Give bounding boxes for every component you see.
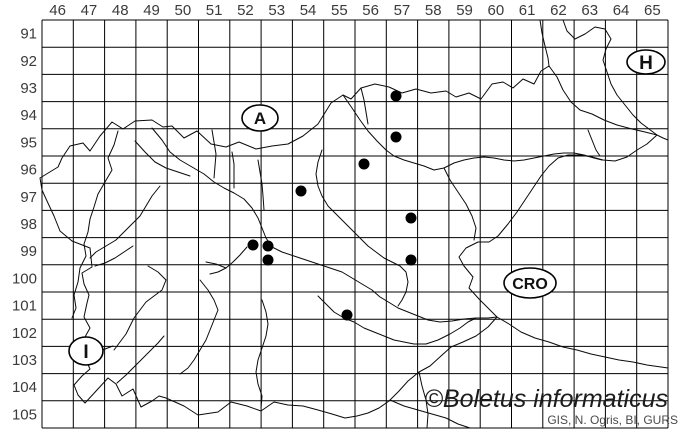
occurrence-dot-57-98[interactable]	[405, 212, 417, 224]
col-label-57: 57	[394, 2, 411, 19]
river-vipava	[94, 245, 134, 267]
river-ledava	[587, 129, 601, 157]
country-label-austria: A	[254, 109, 266, 128]
country-ellipse-italy	[68, 336, 104, 366]
col-label-59: 59	[456, 2, 473, 19]
map-artwork	[39, 19, 669, 429]
row-label-98: 98	[20, 216, 37, 233]
col-label-56: 56	[362, 2, 379, 19]
col-label-65: 65	[644, 2, 661, 19]
river-reka	[179, 279, 219, 375]
country-ellipse-croatia	[503, 267, 557, 299]
row-label-103: 103	[12, 352, 37, 369]
row-axis-labels: 91 92 93 94 95 96 97 98 99 100 101 102 103 104 105	[12, 26, 37, 424]
row-label-101: 101	[12, 298, 37, 315]
col-label-63: 63	[581, 2, 598, 19]
river-gradascica	[205, 261, 227, 269]
country-label-italy: I	[83, 342, 88, 363]
row-label-104: 104	[12, 379, 37, 396]
river-soca	[71, 130, 119, 319]
occurrence-dot-53-99[interactable]	[262, 240, 274, 252]
row-label-97: 97	[20, 189, 37, 206]
country-label-hungary: H	[639, 53, 653, 74]
river-to-bottom-edge	[418, 371, 429, 429]
col-label-61: 61	[519, 2, 536, 19]
row-label-92: 92	[20, 53, 37, 70]
row-label-96: 96	[20, 162, 37, 179]
column-axis-labels: 46 47 48 49 50 51 52 53 54 55 56 57 58 59 60 61 62 63 64 65	[49, 2, 660, 19]
river-idrijca	[89, 185, 161, 259]
river-kokra	[211, 129, 217, 179]
col-label-50: 50	[175, 2, 192, 19]
col-label-47: 47	[81, 2, 98, 19]
river-tributary-central	[257, 159, 265, 211]
river-kupa	[389, 399, 471, 429]
river-meza	[360, 87, 369, 125]
occurrence-dot-57-93[interactable]	[390, 90, 402, 102]
occurrence-dots	[247, 90, 417, 321]
row-label-105: 105	[12, 406, 37, 423]
river-savinja	[315, 149, 409, 307]
country-label-croatia: CRO	[512, 276, 548, 293]
country-labels: A H CRO I	[68, 49, 666, 366]
col-label-52: 52	[237, 2, 254, 19]
col-label-49: 49	[143, 2, 160, 19]
river-krka	[317, 295, 477, 345]
coordinate-grid	[41, 19, 669, 429]
river-dravinja	[443, 167, 477, 241]
col-label-60: 60	[488, 2, 505, 19]
col-label-64: 64	[613, 2, 630, 19]
col-label-58: 58	[425, 2, 442, 19]
row-label-94: 94	[20, 107, 37, 124]
row-label-102: 102	[12, 325, 37, 342]
col-label-48: 48	[112, 2, 129, 19]
row-label-95: 95	[20, 134, 37, 151]
col-label-54: 54	[300, 2, 317, 19]
istria-inland-line	[116, 335, 165, 384]
row-label-99: 99	[20, 243, 37, 260]
river-sava-bohinjka	[134, 140, 191, 177]
occurrence-dot-55-101[interactable]	[341, 309, 353, 321]
row-label-100: 100	[12, 270, 37, 287]
river-drava	[342, 94, 603, 171]
col-label-53: 53	[268, 2, 285, 19]
river-pivka	[113, 265, 167, 351]
river-south-central	[255, 299, 269, 409]
row-label-91: 91	[20, 26, 37, 43]
occurrence-dot-53-99[interactable]	[262, 254, 274, 266]
river-ljubljanica	[209, 246, 248, 275]
occurrence-dot-52-99[interactable]	[247, 239, 259, 251]
col-label-46: 46	[49, 2, 66, 19]
river-sava	[151, 127, 669, 369]
col-label-51: 51	[206, 2, 223, 19]
occurrence-dot-56-96[interactable]	[358, 158, 370, 170]
col-label-55: 55	[331, 2, 348, 19]
occurrence-dot-57-99[interactable]	[405, 254, 417, 266]
country-ellipse-hungary	[626, 49, 666, 75]
river-mura	[562, 19, 669, 141]
col-label-62: 62	[550, 2, 567, 19]
slovenia-border-outline	[39, 65, 658, 419]
river-mura-tributary	[539, 19, 550, 67]
source-text: GIS, N. Ogris, BI, GURS	[547, 413, 678, 427]
row-label-93: 93	[20, 80, 37, 97]
credit-text: ©Boletus informaticus	[424, 385, 668, 413]
occurrence-dot-54-97[interactable]	[295, 185, 307, 197]
occurrence-dot-57-95[interactable]	[390, 131, 402, 143]
country-ellipse-austria	[241, 104, 279, 132]
river-kamniska-bistrica	[231, 151, 235, 189]
